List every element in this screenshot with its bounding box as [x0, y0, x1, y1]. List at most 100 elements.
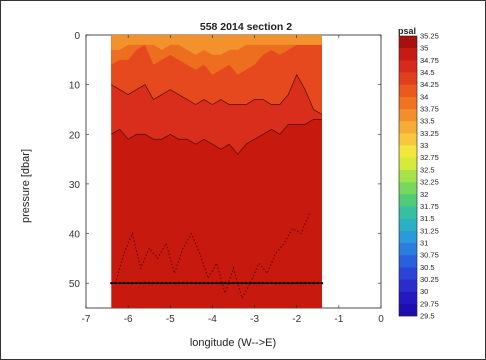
colorbar-swatch: [399, 109, 417, 122]
colorbar-swatch: [399, 133, 417, 146]
y-tick-label: 0: [74, 31, 80, 42]
x-tick-label: -3: [250, 314, 259, 325]
sample-point: [274, 281, 277, 285]
sample-point: [194, 281, 197, 285]
sample-point: [164, 281, 168, 285]
sample-point: [148, 281, 151, 285]
colorbar-label: 33.75: [420, 105, 439, 114]
sample-point: [316, 281, 319, 285]
colorbar-label: 29.75: [420, 299, 439, 308]
colorbar-label: 32.5: [420, 165, 435, 174]
y-tick-label: 10: [69, 81, 81, 92]
sample-point: [291, 281, 294, 285]
sample-point: [202, 281, 206, 285]
colorbar-label: 34.25: [420, 80, 439, 89]
mixed-layer-line: [115, 213, 310, 300]
y-tick-label: 50: [69, 279, 81, 290]
colorbar-swatch: [399, 206, 417, 219]
sample-point: [190, 281, 193, 285]
x-tick-label: -1: [334, 314, 343, 325]
colorbar-label: 35.25: [420, 32, 439, 41]
colorbar-label: 33: [420, 141, 428, 150]
sample-point: [215, 281, 218, 285]
colorbar-swatch: [399, 255, 417, 268]
sample-point: [308, 281, 311, 285]
y-tick-label: 40: [69, 230, 81, 241]
sample-point: [303, 281, 307, 285]
sample-markers: [110, 281, 324, 285]
colorbar-swatch: [399, 145, 417, 159]
sample-point: [143, 281, 147, 285]
colorbar-label: 31.25: [420, 226, 439, 235]
colorbar-label: 33.5: [420, 117, 435, 126]
colorbar-label: 31.5: [420, 214, 435, 223]
contour-line-34.75: [111, 119, 322, 155]
sample-point: [131, 281, 134, 285]
colorbar-swatch: [399, 267, 417, 280]
colorbar-label: 29.5: [420, 312, 435, 321]
sample-point: [223, 281, 227, 285]
sample-point: [232, 281, 235, 285]
sample-point: [160, 281, 164, 285]
sample-point: [135, 281, 138, 285]
sample-point: [198, 281, 201, 285]
sample-point: [282, 281, 286, 285]
colorbar-label: 30: [420, 287, 428, 296]
sample-point: [110, 281, 113, 285]
colorbar-swatch: [399, 218, 417, 232]
sample-point: [228, 281, 231, 285]
contour-lines: [111, 73, 323, 300]
sample-point: [270, 281, 273, 285]
chart-title: 558 2014 section 2: [200, 21, 292, 33]
colorbar: 35.25 35 34.75 34.5 34.25 34 33.75 33.5 33.25 33 3…: [398, 32, 439, 321]
salinity-field: [111, 35, 323, 308]
colorbar-label: 30.75: [420, 251, 439, 260]
x-tick-label: -4: [208, 314, 217, 325]
colorbar-swatch: [399, 182, 417, 195]
colorbar-border: [398, 35, 418, 317]
sample-point: [152, 281, 155, 285]
colorbar-swatch: [399, 157, 417, 171]
sample-point: [139, 281, 142, 285]
colorbar-swatch: [399, 48, 417, 61]
colorbar-label: 34.75: [420, 56, 439, 65]
colorbar-label: 30.5: [420, 263, 435, 272]
colorbar-label: 34: [420, 92, 428, 101]
x-tick-label: -6: [124, 314, 133, 325]
sample-point: [122, 281, 126, 285]
colorbar-swatch: [399, 279, 417, 292]
colorbar-label: 31: [420, 238, 428, 247]
colorbar-swatch: [399, 60, 417, 73]
sample-point: [118, 281, 121, 285]
x-axis-label: longitude (W-->E): [190, 337, 276, 349]
sample-point: [181, 281, 185, 285]
sample-point: [299, 281, 303, 285]
sample-point: [126, 281, 130, 285]
x-tick-label: -7: [82, 314, 91, 325]
colorbar-swatch: [399, 303, 417, 317]
sample-point: [244, 281, 248, 285]
sample-point: [219, 281, 223, 285]
colorbar-label: 31.75: [420, 202, 439, 211]
sample-point: [312, 281, 315, 285]
sample-point: [249, 281, 252, 285]
colorbar-label: 35: [420, 44, 428, 53]
colorbar-label: 30.25: [420, 275, 439, 284]
colorbar-label: 32.75: [420, 153, 439, 162]
colorbar-label: 34.5: [420, 68, 435, 77]
colorbar-swatch: [399, 72, 417, 85]
sample-point: [156, 281, 159, 285]
colorbar-swatch: [399, 84, 417, 98]
colorbar-swatch: [399, 230, 417, 244]
colorbar-label: 33.25: [420, 129, 439, 138]
y-tick-label: 20: [69, 130, 81, 141]
sample-point: [211, 281, 214, 285]
colorbar-swatch: [399, 96, 417, 110]
sample-point: [207, 281, 210, 285]
colorbar-label: 32: [420, 190, 428, 199]
colorbar-swatch: [399, 121, 417, 134]
sample-point: [173, 281, 176, 285]
y-axis-label: pressure [dbar]: [20, 149, 32, 223]
x-tick-label: -2: [292, 314, 301, 325]
